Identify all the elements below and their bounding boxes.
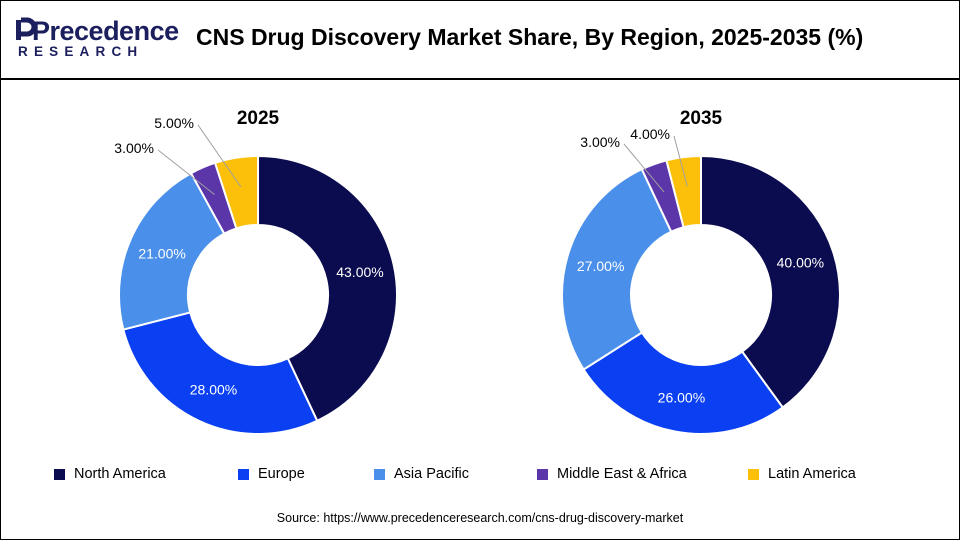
header: Precedence RESEARCH CNS Drug Discovery M…	[0, 0, 960, 80]
legend-label: Latin America	[768, 466, 856, 482]
legend-item-asia-pacific: Asia Pacific	[374, 466, 469, 482]
legend-item-middle-east-and-africa: Middle East & Africa	[537, 466, 687, 482]
slice-latin-america	[665, 154, 702, 229]
legend-label: Asia Pacific	[394, 466, 469, 482]
slice-asia-pacific	[561, 167, 673, 371]
data-label: 28.00%	[190, 382, 237, 398]
legend-item-latin-america: Latin America	[748, 466, 856, 482]
slice-europe	[122, 311, 319, 435]
donut-chart-2025: 2025 43.00% 28.00% 21.00% 3.00%5.00%	[114, 108, 398, 435]
logo: Precedence RESEARCH	[14, 14, 179, 66]
data-label: 40.00%	[777, 255, 824, 271]
data-label: 4.00%	[630, 126, 670, 142]
leader-line	[673, 135, 688, 187]
legend-swatch	[54, 468, 65, 480]
data-label: 43.00%	[336, 264, 383, 280]
leader-line	[157, 149, 215, 195]
legend: North America Europe Asia Pacific Middle Ea…	[0, 466, 960, 486]
leader-line	[197, 124, 242, 188]
legend-label: Middle East & Africa	[557, 466, 687, 482]
data-label: 27.00%	[577, 258, 624, 274]
slice-latin-america	[213, 154, 259, 230]
logo-subtext: RESEARCH	[18, 44, 144, 59]
logo-text: Precedence	[32, 16, 179, 46]
data-label: 3.00%	[114, 140, 154, 156]
donut-chart-2035: 2035 40.00% 26.00% 27.00% 3.00% 4.00%	[561, 108, 841, 435]
legend-swatch	[238, 468, 249, 480]
chart-title: 2025	[237, 108, 280, 129]
legend-swatch	[374, 468, 385, 480]
legend-label: North America	[74, 466, 166, 482]
logo-mark-icon	[16, 17, 36, 40]
page-title: CNS Drug Discovery Market Share, By Regi…	[196, 24, 864, 50]
legend-swatch	[537, 468, 548, 480]
data-label: 21.00%	[138, 245, 185, 261]
data-label: 26.00%	[658, 390, 705, 406]
slice-north-america	[257, 154, 398, 423]
slice-asia-pacific	[118, 171, 226, 331]
legend-label: Europe	[258, 466, 305, 482]
leader-line	[623, 143, 665, 193]
legend-item-north-america: North America	[54, 466, 166, 482]
data-label: 3.00%	[580, 134, 620, 150]
slice-north-america	[700, 154, 841, 409]
chart-title: 2035	[680, 108, 723, 129]
legend-swatch	[748, 468, 759, 480]
legend-item-europe: Europe	[238, 466, 305, 482]
slice-europe	[582, 331, 785, 435]
data-label: 5.00%	[154, 115, 194, 131]
source-note: Source: https://www.precedenceresearch.c…	[276, 511, 684, 525]
